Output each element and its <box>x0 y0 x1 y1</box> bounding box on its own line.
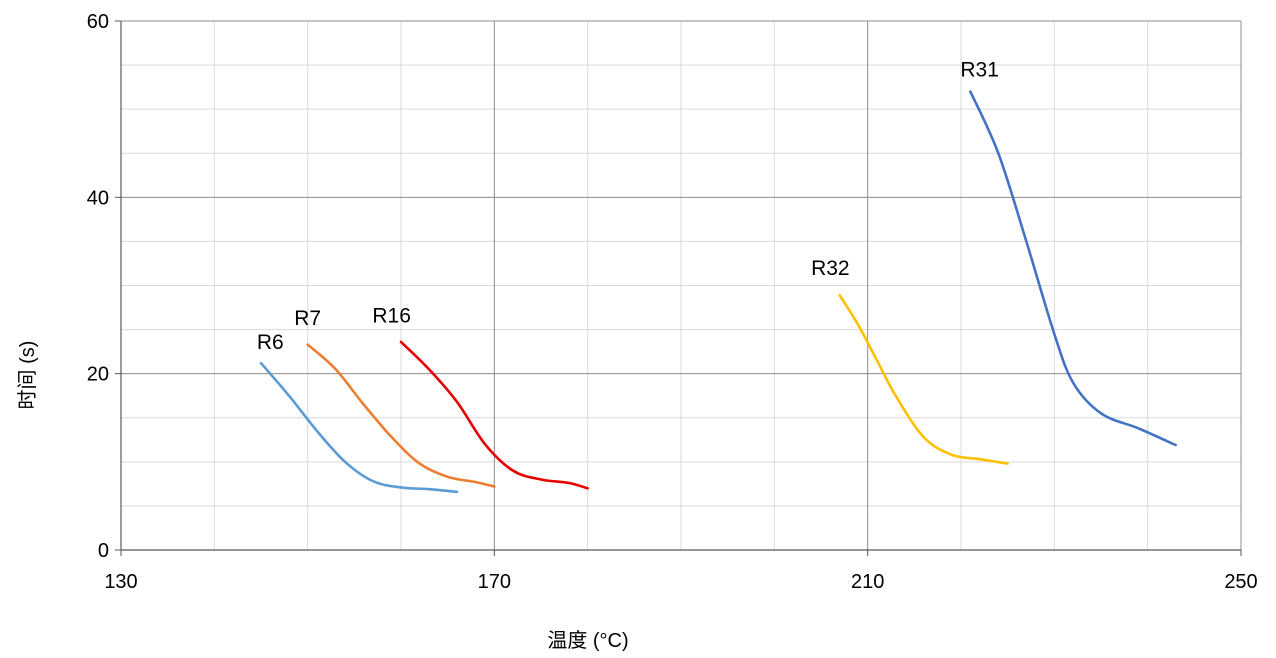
series-label-r31: R31 <box>960 59 999 82</box>
y-tick-label: 0 <box>98 540 109 562</box>
series-line-r31 <box>969 90 1177 447</box>
series-label-r32: R32 <box>811 257 850 280</box>
y-tick-label: 40 <box>87 187 109 209</box>
series-label-r16: R16 <box>372 305 411 328</box>
series-line-r7 <box>306 343 496 488</box>
y-tick-label: 60 <box>87 11 109 33</box>
series-line-r6 <box>259 361 459 494</box>
series-label-r6: R6 <box>257 331 284 354</box>
y-axis-title: 时间 (s) <box>16 341 39 410</box>
axes <box>115 20 1242 556</box>
major-grid <box>121 20 1242 550</box>
x-tick-label: 210 <box>851 571 884 593</box>
series-label-r7: R7 <box>294 307 321 330</box>
minor-grid <box>121 21 1241 550</box>
y-tick-label: 20 <box>87 364 109 386</box>
series-lines <box>259 90 1177 494</box>
series-line-r32 <box>838 293 1009 465</box>
series-labels: R6 R7 R16 R32 R31 <box>257 59 999 354</box>
x-tick-label: 250 <box>1224 571 1257 593</box>
series-line-r16 <box>399 340 589 490</box>
x-tick-label: 170 <box>478 571 511 593</box>
x-axis-title: 温度 (°C) <box>547 629 628 652</box>
tick-labels: 130 170 210 250 0 20 40 60 <box>87 11 1258 593</box>
x-tick-label: 130 <box>104 571 137 593</box>
